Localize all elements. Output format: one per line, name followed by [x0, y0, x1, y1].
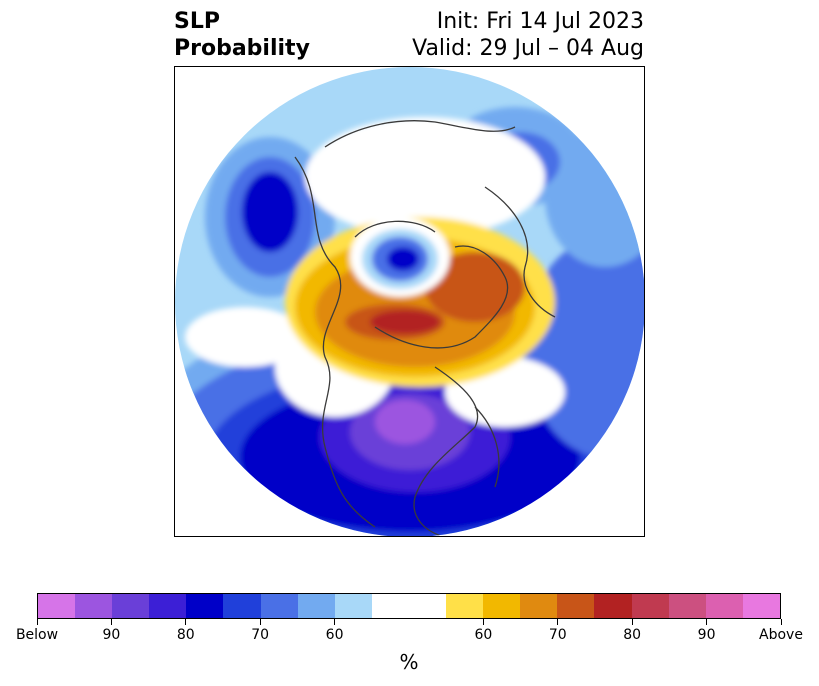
map-dates: Init: Fri 14 Jul 2023 Valid: 29 Jul – 04… [412, 8, 644, 62]
title-product: Probability [174, 36, 310, 61]
coastlines [294, 120, 556, 536]
colorbar-tick [259, 619, 261, 625]
colorbar-tick-label: 80 [176, 627, 195, 643]
colorbar-unit: % [399, 650, 419, 674]
title-variable: SLP [174, 9, 220, 34]
colorbar-segment [742, 594, 780, 618]
colorbar-tick-label: 70 [548, 627, 567, 643]
colorbar-tick [706, 619, 708, 625]
colorbar-tick [631, 619, 633, 625]
valid-range: Valid: 29 Jul – 04 Aug [412, 36, 644, 61]
colorbar-segment [520, 594, 558, 618]
colorbar-tick [482, 619, 484, 625]
colorbar-tick-label: 70 [251, 627, 270, 643]
polar-map [174, 66, 645, 537]
colorbar-segment [149, 594, 187, 618]
colorbar-tick [110, 619, 112, 625]
colorbar-segment [297, 594, 335, 618]
colorbar-segment [594, 594, 632, 618]
colorbar-tick-label: 90 [102, 627, 121, 643]
map-title: SLP Probability [174, 8, 310, 62]
colorbar-segment [557, 594, 595, 618]
colorbar-tick-label: 90 [697, 627, 716, 643]
colorbar-tick-label: Below [15, 627, 59, 643]
colorbar-segment [260, 594, 298, 618]
colorbar-tick-label: 60 [325, 627, 344, 643]
colorbar-tick [780, 619, 782, 625]
colorbar [37, 593, 781, 619]
colorbar-tick-label: Above [759, 627, 803, 643]
colorbar-tick-label: 80 [623, 627, 642, 643]
colorbar-segment [408, 594, 447, 618]
colorbar-tick-label: 60 [474, 627, 493, 643]
colorbar-segment [483, 594, 521, 618]
colorbar-segment [223, 594, 261, 618]
colorbar-segment [631, 594, 669, 618]
colorbar-segment [75, 594, 113, 618]
colorbar-segment [668, 594, 706, 618]
colorbar-tick [36, 619, 38, 625]
colorbar-segment [705, 594, 743, 618]
colorbar-segment [112, 594, 150, 618]
init-date: Init: Fri 14 Jul 2023 [436, 9, 644, 34]
colorbar-segment [446, 594, 484, 618]
colorbar-tick [334, 619, 336, 625]
colorbar-segment [186, 594, 224, 618]
colorbar-tick [557, 619, 559, 625]
colorbar-segment [371, 594, 409, 618]
probability-field [175, 67, 644, 536]
colorbar-tick [185, 619, 187, 625]
colorbar-segment [38, 594, 76, 618]
colorbar-segment [334, 594, 372, 618]
